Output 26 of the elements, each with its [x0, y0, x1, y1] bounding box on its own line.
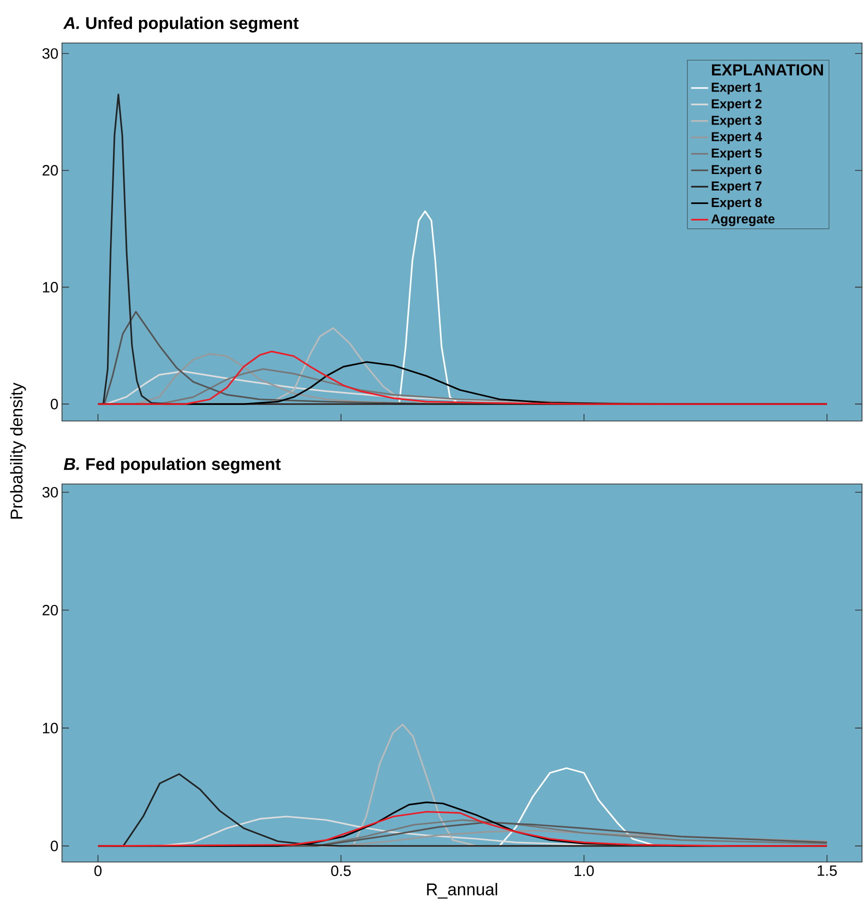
legend-label: Expert 2	[712, 99, 762, 111]
x-axis-title: R_annual	[427, 882, 498, 899]
x-tick-label: 1.0	[574, 866, 594, 876]
legend-label: Expert 1	[712, 82, 762, 94]
legend-title: EXPLANATION	[712, 64, 823, 76]
chart-title: A. Unfed population segment	[63, 16, 299, 32]
x-tick-label: 1.5	[818, 866, 837, 876]
y-tick-label: 10	[43, 722, 58, 734]
y-tick-label: 0	[50, 840, 58, 852]
x-tick-label: 0.5	[331, 866, 351, 876]
legend-label: Expert 3	[712, 116, 762, 128]
y-tick-label: 30	[42, 486, 58, 498]
y-tick-label: 10	[43, 282, 58, 292]
x-tick-label: 0	[94, 866, 102, 876]
y-tick-label: 30	[42, 48, 58, 59]
legend-label: Aggregate	[711, 214, 775, 226]
legend-label: Expert 4	[712, 132, 762, 144]
y-tick-label: 20	[42, 604, 58, 616]
chart-title: B. Fed population segment	[64, 458, 281, 474]
y-tick-label: 20	[42, 165, 58, 176]
legend-label: Expert 5	[712, 148, 762, 160]
legend-label: Expert 6	[712, 165, 762, 177]
y-axis-title: Probability density	[10, 382, 26, 519]
legend-label: Expert 7	[712, 182, 762, 194]
y-tick-label: 0	[50, 398, 58, 410]
legend-label: Expert 8	[712, 198, 762, 210]
